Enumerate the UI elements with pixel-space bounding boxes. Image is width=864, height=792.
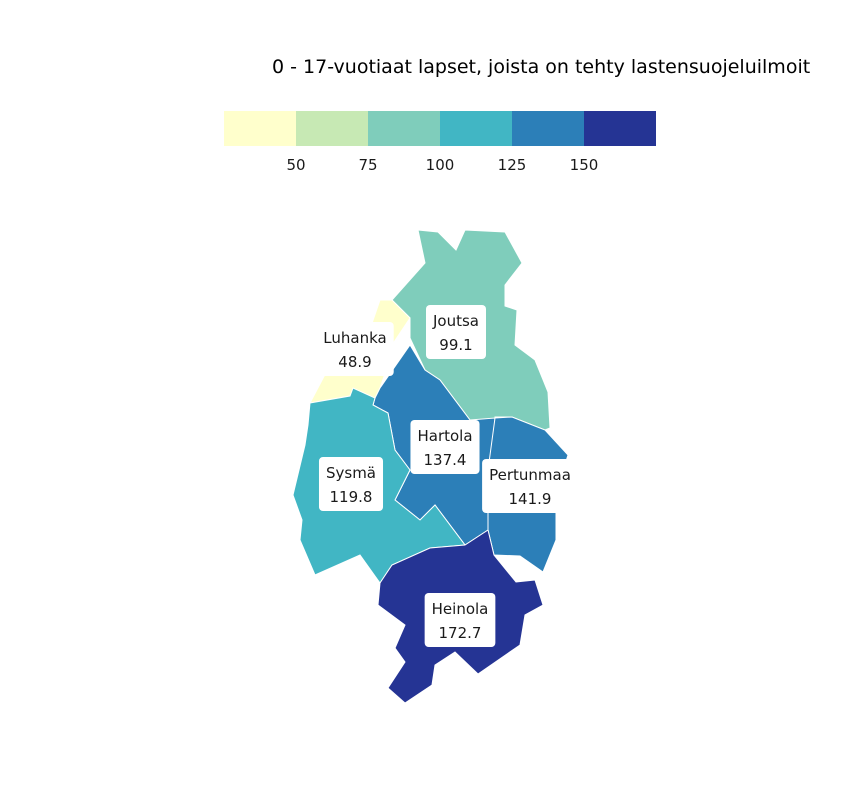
- label-box-luhanka: [316, 322, 394, 376]
- region-value-hartola: 137.4: [424, 451, 467, 469]
- region-name-luhanka: Luhanka: [323, 329, 386, 347]
- region-name-joutsa: Joutsa: [432, 312, 479, 330]
- map-label-hartola: Hartola 137.4: [410, 420, 480, 474]
- region-value-heinola: 172.7: [439, 624, 482, 642]
- map-label-pertunmaa: Pertunmaa 141.9: [482, 459, 578, 513]
- map-title: 0 - 17-vuotiaat lapset, joista on tehty …: [272, 56, 811, 78]
- label-box-sysma: [318, 457, 384, 511]
- map-label-joutsa: Joutsa 99.1: [426, 305, 486, 359]
- label-box-heinola: [424, 593, 496, 647]
- region-value-luhanka: 48.9: [338, 353, 371, 371]
- region-name-sysma: Sysmä: [326, 464, 376, 482]
- label-box-pertunmaa: [482, 459, 578, 513]
- map-label-heinola: Heinola 172.7: [424, 593, 496, 647]
- map-label-luhanka: Luhanka 48.9: [316, 322, 394, 376]
- region-value-pertunmaa: 141.9: [509, 490, 552, 508]
- region-name-heinola: Heinola: [432, 600, 489, 618]
- label-box-hartola: [410, 420, 480, 474]
- label-box-joutsa: [426, 305, 486, 359]
- region-name-pertunmaa: Pertunmaa: [489, 466, 571, 484]
- region-name-hartola: Hartola: [417, 427, 472, 445]
- region-labels: Joutsa 99.1 Luhanka 48.9 Hartola 137.4 Sysmä 11…: [316, 305, 578, 647]
- map-label-sysma: Sysmä 119.8: [318, 457, 384, 511]
- region-value-joutsa: 99.1: [439, 336, 472, 354]
- region-value-sysma: 119.8: [330, 488, 373, 506]
